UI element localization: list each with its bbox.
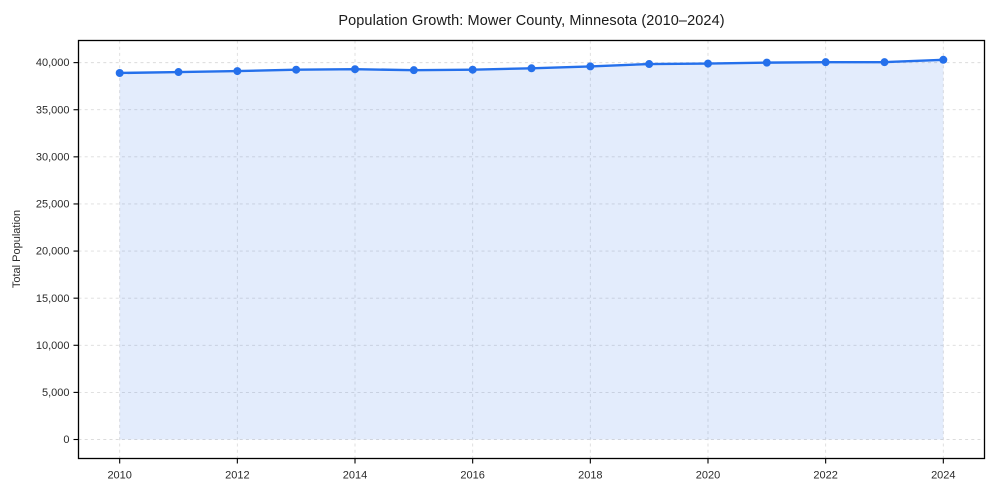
y-tick-label: 15,000 xyxy=(36,293,70,305)
y-tick-label: 35,000 xyxy=(36,104,70,116)
data-point-2014 xyxy=(351,65,360,74)
chart-title: Population Growth: Mower County, Minneso… xyxy=(338,13,725,29)
data-point-2021 xyxy=(762,58,771,67)
data-point-markers xyxy=(115,55,948,77)
data-point-2023 xyxy=(880,58,889,67)
data-point-2010 xyxy=(115,68,124,77)
data-point-2024 xyxy=(939,55,948,64)
x-tick-label: 2014 xyxy=(343,470,367,482)
data-point-2019 xyxy=(645,60,654,69)
y-tick-label: 0 xyxy=(63,434,69,446)
axis-tick-labels: 0 5,000 10,000 15,000 20,000 25,000 30,000 35,0… xyxy=(36,57,956,481)
data-point-2018 xyxy=(586,62,595,71)
x-tick-label: 2022 xyxy=(813,470,837,482)
data-point-2011 xyxy=(174,68,183,77)
y-tick-label: 25,000 xyxy=(36,199,70,211)
y-tick-label: 20,000 xyxy=(36,246,70,258)
x-tick-label: 2018 xyxy=(578,470,602,482)
x-tick-label: 2016 xyxy=(460,470,484,482)
data-point-2020 xyxy=(703,59,712,68)
data-point-2017 xyxy=(527,64,536,73)
y-tick-label: 10,000 xyxy=(36,340,70,352)
area-fill xyxy=(119,59,944,440)
y-tick-label: 40,000 xyxy=(36,57,70,69)
axis-ticks xyxy=(73,62,944,464)
x-tick-label: 2024 xyxy=(931,470,955,482)
data-point-2016 xyxy=(468,65,477,74)
data-point-2013 xyxy=(292,65,301,74)
gridlines xyxy=(78,40,985,459)
x-tick-label: 2012 xyxy=(225,470,249,482)
y-tick-label: 30,000 xyxy=(36,151,70,163)
data-point-2012 xyxy=(233,67,242,76)
x-tick-label: 2010 xyxy=(107,470,131,482)
data-point-2022 xyxy=(821,58,830,67)
x-tick-label: 2020 xyxy=(696,470,720,482)
data-point-2015 xyxy=(409,66,418,75)
y-tick-label: 5,000 xyxy=(42,387,70,399)
plot-border xyxy=(77,39,986,460)
